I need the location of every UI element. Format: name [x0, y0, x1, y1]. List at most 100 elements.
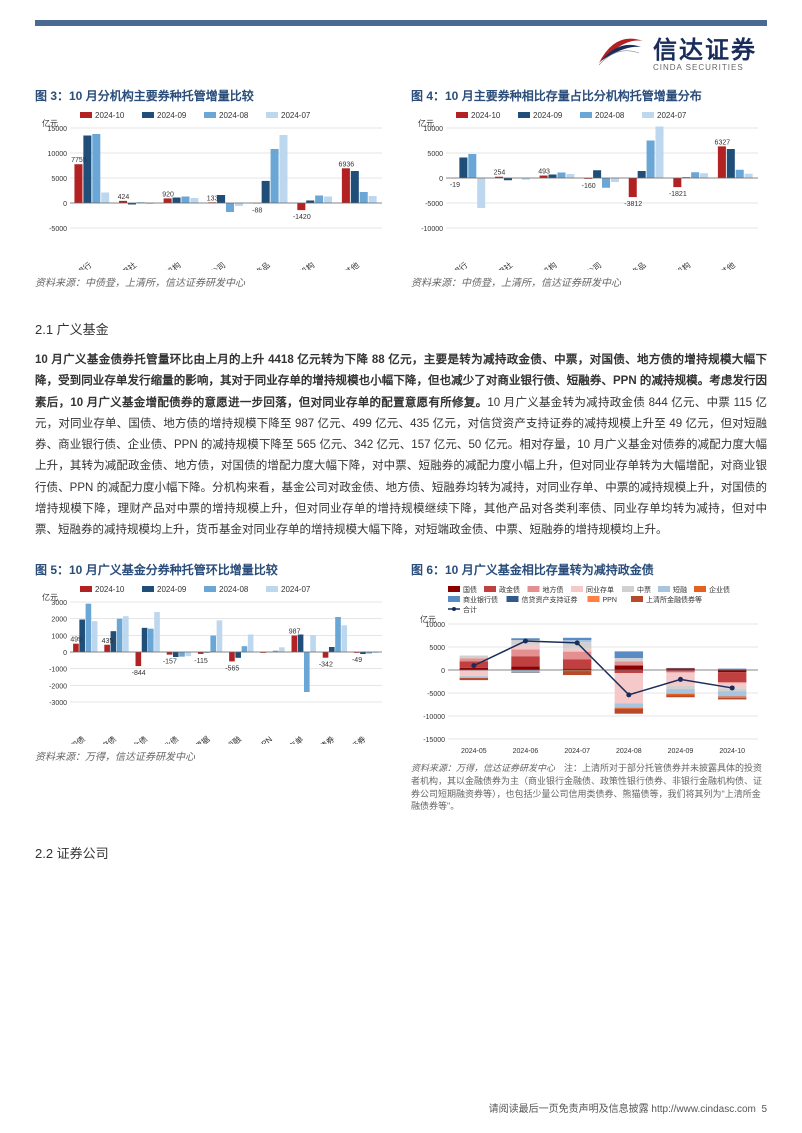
- cinda-logo-icon: [597, 33, 645, 69]
- svg-text:6327: 6327: [715, 139, 731, 146]
- svg-text:2000: 2000: [51, 617, 67, 624]
- svg-text:424: 424: [118, 194, 130, 201]
- fig5-title: 图 5：10 月广义基金分券种托管环比增量比较: [35, 561, 391, 578]
- fig3-source: 资料来源：中债登，上清所，信达证券研发中心: [35, 274, 391, 289]
- svg-text:地方政府债: 地方政府债: [81, 734, 118, 744]
- svg-text:0: 0: [439, 176, 443, 183]
- svg-text:920: 920: [162, 191, 174, 198]
- svg-text:中期票据: 中期票据: [181, 734, 212, 744]
- svg-text:短融: 短融: [673, 585, 687, 594]
- svg-text:2024-09: 2024-09: [533, 111, 563, 120]
- page-number: 5: [761, 1104, 767, 1115]
- fig4-source: 资料来源：中债登，上清所，信达证券研发中心: [411, 274, 767, 289]
- svg-text:境外机构: 境外机构: [285, 260, 316, 270]
- svg-text:-19: -19: [450, 182, 460, 189]
- fig6-source-note: 资料来源：万得，信达证券研发中心 注：上清所对于部分托管债券并未披露具体的投资者…: [411, 762, 767, 812]
- svg-text:2024-10: 2024-10: [471, 111, 501, 120]
- svg-text:商业银行: 商业银行: [439, 260, 470, 270]
- svg-text:亿元: 亿元: [42, 592, 58, 602]
- section-2-1-heading: 2.1 广义基金: [35, 319, 767, 338]
- svg-text:商业银行债: 商业银行债: [463, 595, 498, 604]
- svg-text:上清所金融债券等: 上清所金融债券等: [646, 595, 702, 604]
- fig3-title: 图 3：10 月分机构主要券种托管增量比较: [35, 87, 391, 104]
- svg-text:-15000: -15000: [423, 737, 445, 744]
- svg-text:PPN: PPN: [603, 597, 617, 604]
- figure-3: 图 3：10 月分机构主要券种托管增量比较 2024-10 2024-09 2024…: [35, 87, 391, 289]
- svg-text:政金债: 政金债: [124, 734, 149, 744]
- svg-text:商业银行: 商业银行: [63, 260, 94, 270]
- fig6-source: 资料来源：万得，信达证券研发中心: [411, 763, 555, 773]
- svg-text:2024-06: 2024-06: [513, 748, 539, 755]
- svg-text:非法人产品: 非法人产品: [235, 260, 272, 270]
- svg-text:-844: -844: [132, 670, 146, 677]
- svg-text:133: 133: [207, 195, 219, 202]
- svg-text:-3812: -3812: [624, 201, 642, 208]
- chart-row-1: 图 3：10 月分机构主要券种托管增量比较 2024-10 2024-09 2024…: [35, 87, 767, 289]
- svg-text:499: 499: [70, 637, 82, 644]
- figure-6: 图 6：10 月广义基金相比存量转为减持政金债 国债政金债地方债同业存单中票短融…: [411, 561, 767, 812]
- svg-text:2024-08: 2024-08: [616, 748, 642, 755]
- svg-text:-10000: -10000: [421, 226, 443, 233]
- fig4-title: 图 4：10 月主要券种相比存量占比分机构托管增量分布: [411, 87, 767, 104]
- fig4-canvas: 2024-102024-092024-082024-07-10000-50000…: [411, 110, 767, 270]
- svg-text:2024-07: 2024-07: [564, 748, 590, 755]
- svg-text:信贷资产支持证券: 信贷资产支持证券: [522, 595, 578, 604]
- svg-text:6936: 6936: [339, 161, 355, 168]
- svg-text:2024-10: 2024-10: [719, 748, 745, 755]
- svg-text:记账式国债: 记账式国债: [50, 734, 87, 744]
- svg-text:非法人产品: 非法人产品: [611, 260, 648, 270]
- svg-text:亿元: 亿元: [42, 118, 58, 128]
- svg-text:中票: 中票: [637, 585, 651, 594]
- logo-subtext: CINDA SECURITIES: [653, 63, 757, 72]
- logo-text: 信达证券: [653, 30, 757, 65]
- svg-text:-1420: -1420: [293, 214, 311, 221]
- svg-text:-3000: -3000: [49, 700, 67, 707]
- svg-text:2024-07: 2024-07: [281, 111, 311, 120]
- svg-text:境外机构: 境外机构: [661, 260, 692, 270]
- fig3-canvas: 2024-102024-092024-082024-07-50000500010…: [35, 110, 391, 270]
- section-2-2-heading: 2.2 证券公司: [35, 843, 767, 862]
- svg-text:亿元: 亿元: [420, 614, 436, 624]
- svg-text:5000: 5000: [427, 151, 443, 158]
- figure-4: 图 4：10 月主要券种相比存量占比分机构托管增量分布 2024-10 2024-…: [411, 87, 767, 289]
- svg-text:企业债: 企业债: [709, 585, 730, 594]
- svg-text:-5000: -5000: [49, 226, 67, 233]
- svg-text:保险机构: 保险机构: [528, 260, 559, 270]
- svg-text:-88: -88: [252, 207, 262, 214]
- svg-text:1000: 1000: [51, 634, 67, 641]
- svg-text:信用社: 信用社: [489, 260, 514, 270]
- fig6-title: 图 6：10 月广义基金相比存量转为减持政金债: [411, 561, 767, 578]
- svg-text:2024-08: 2024-08: [219, 111, 249, 120]
- svg-text:证券公司: 证券公司: [196, 260, 227, 270]
- svg-text:地方债: 地方债: [543, 585, 564, 594]
- svg-text:5000: 5000: [429, 645, 445, 652]
- header: 信达证券 CINDA SECURITIES: [35, 30, 767, 72]
- svg-text:保险机构: 保险机构: [152, 260, 183, 270]
- svg-text:其他: 其他: [342, 260, 361, 270]
- svg-text:政金债: 政金债: [499, 585, 520, 594]
- svg-text:证券公司: 证券公司: [572, 260, 603, 270]
- svg-text:2024-10: 2024-10: [95, 111, 125, 120]
- fig5-canvas: 2024-102024-092024-082024-07-3000-2000-1…: [35, 584, 391, 744]
- figure-5: 图 5：10 月广义基金分券种托管环比增量比较 2024-102024-0920…: [35, 561, 391, 812]
- fig6-canvas: 国债政金债地方债同业存单中票短融企业债商业银行债信贷资产支持证券PPN上清所金融…: [411, 584, 767, 759]
- svg-text:短融超短融: 短融超短融: [206, 734, 243, 744]
- svg-text:0: 0: [63, 201, 67, 208]
- svg-text:2024-09: 2024-09: [157, 111, 187, 120]
- para-rest: 10 月广义基金转为减持政金债 844 亿元、中票 115 亿元，对同业存单、国…: [35, 397, 767, 537]
- svg-text:2024-08: 2024-08: [595, 111, 625, 120]
- chart-row-2: 图 5：10 月广义基金分券种托管环比增量比较 2024-102024-0920…: [35, 561, 767, 812]
- svg-text:-10000: -10000: [423, 714, 445, 721]
- svg-text:7755: 7755: [71, 157, 87, 164]
- svg-text:-5000: -5000: [427, 691, 445, 698]
- svg-text:PPN: PPN: [256, 735, 275, 745]
- svg-text:-342: -342: [319, 662, 333, 669]
- svg-text:国债: 国债: [463, 585, 477, 594]
- svg-text:-1000: -1000: [49, 667, 67, 674]
- svg-text:435: 435: [102, 638, 114, 645]
- svg-text:2024-09: 2024-09: [157, 585, 187, 594]
- svg-text:2024-09: 2024-09: [668, 748, 694, 755]
- svg-text:254: 254: [494, 170, 506, 177]
- svg-text:0: 0: [441, 668, 445, 675]
- svg-text:-157: -157: [163, 659, 177, 666]
